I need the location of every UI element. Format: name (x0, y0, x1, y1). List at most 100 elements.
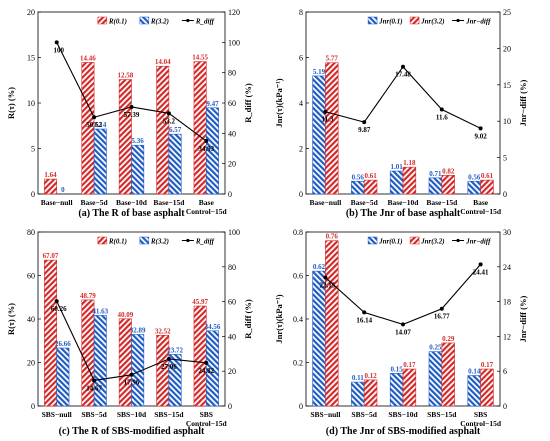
panel-caption: (b) The Jnr of base asphalt (346, 208, 461, 219)
legend-swatch (139, 236, 150, 245)
y-right-tick-label: 40 (228, 129, 236, 138)
line-point (401, 322, 405, 327)
panel-caption: (a) The R of base asphalt (78, 208, 185, 219)
line-value-label: 17.48 (395, 71, 411, 79)
y-left-axis-label: R(τ) (%) (6, 87, 16, 119)
bar-value-label: 48.79 (80, 292, 96, 300)
bar-value-label: 5.77 (326, 55, 339, 63)
legend-swatch (367, 236, 378, 245)
y-left-tick-label: 0 (31, 402, 35, 411)
bar-value-label: 0.17 (481, 361, 494, 369)
bar-value-label: 32.89 (130, 326, 146, 334)
bar-value-label: 14.04 (155, 58, 171, 66)
line-value-label: 53.2 (163, 117, 176, 125)
x-tick-label: Control−15d (186, 207, 228, 216)
line-point (166, 111, 171, 116)
y-left-tick-label: 6 (299, 54, 303, 63)
bar-value-label: 34.56 (205, 323, 221, 331)
legend-label: Jnr(3.2) (420, 18, 445, 26)
bar-value-label: 0.25 (429, 344, 442, 352)
chart-panel-c: 0 20 40 60 80 0 20 40 60 80 100 R(τ) (%) R_diff (%) S… (6, 228, 253, 437)
x-tick-label: Base−null (310, 198, 342, 207)
line-value-label: 57.39 (124, 111, 140, 119)
bar-R(0.1) (193, 305, 207, 407)
x-tick-label: Base−5d (351, 198, 379, 207)
y-left-tick-label: 80 (27, 228, 35, 237)
y-right-tick-label: 10 (503, 117, 511, 126)
line-point (362, 310, 367, 315)
y-left-tick-label: 0.2 (293, 359, 303, 368)
x-tick-label: Base−null (41, 198, 73, 207)
y-right-tick-label: 24 (503, 263, 511, 272)
y-right-tick-label: 40 (228, 332, 236, 341)
legend-line-marker (186, 18, 190, 23)
x-tick-label: Base−10d (388, 198, 420, 207)
chart-panel-d: 0 0.2 0.4 0.6 0.8 0 6 12 18 24 30 Jnr(τ)(kPa⁻¹) Jnr−… (274, 228, 528, 437)
bar-value-label: 0 (61, 186, 65, 194)
legend-swatch (367, 16, 378, 25)
line-value-label: 24.82 (198, 367, 214, 375)
bar-value-label: 67.07 (43, 252, 59, 260)
bar-value-label: 23.72 (167, 346, 183, 354)
y-right-tick-label: 25 (503, 8, 511, 17)
x-tick-label: SBS−10d (388, 410, 418, 419)
bar-Jnr(0.1) (312, 75, 326, 195)
legend-line-marker (456, 238, 460, 243)
y-right-axis-label: R_diff (%) (243, 299, 253, 339)
bar-R(0.1) (118, 79, 132, 195)
bar-value-label: 0.56 (352, 173, 365, 181)
legend-label: Jnr(0.1) (378, 18, 403, 26)
x-tick-label: Base−15d (153, 198, 185, 207)
bar-Jnr(0.1) (467, 375, 481, 407)
bar-value-label: 0.76 (326, 233, 339, 241)
line-point (129, 372, 134, 377)
panel-caption: (c) The R of SBS-modified asphalt (59, 426, 205, 437)
y-right-tick-label: 18 (503, 298, 511, 307)
line-value-label: 11.3 (321, 116, 333, 124)
line-point (204, 360, 209, 365)
x-tick-label: Base (473, 198, 489, 207)
legend-label: R(3.2) (150, 18, 169, 26)
legend-label: Jnr−diff (465, 18, 491, 26)
bar-value-label: 1.18 (403, 159, 416, 167)
y-left-axis-label: Jnr(τ)(kPa⁻¹) (274, 78, 284, 127)
x-tick-label: Control−15d (460, 207, 502, 216)
bar-R(0.1) (156, 65, 170, 195)
y-right-axis-label: Jnr−diff (%) (518, 296, 528, 343)
line-point (362, 120, 367, 125)
bar-R(3.2) (206, 330, 219, 407)
y-right-tick-label: 20 (503, 44, 511, 53)
y-right-axis-label: Jnr−diff (%) (518, 80, 528, 127)
line-point (54, 40, 59, 45)
y-left-axis-label: R(τ) (%) (6, 303, 16, 335)
y-right-tick-label: 100 (228, 38, 240, 47)
bar-Jnr(0.1) (428, 177, 443, 195)
y-left-tick-label: 0 (299, 190, 303, 199)
y-left-tick-label: 20 (27, 8, 35, 17)
x-tick-label: SBS (200, 410, 213, 419)
bar-value-label: 5.36 (132, 137, 145, 145)
y-right-tick-label: 80 (228, 69, 236, 78)
y-right-tick-label: 30 (503, 228, 511, 237)
line-value-label: 60.26 (51, 305, 67, 313)
legend-label: R(3.2) (150, 238, 169, 246)
bar-value-label: 0.17 (403, 361, 416, 369)
y-left-tick-label: 10 (27, 99, 35, 108)
bar-Jnr(3.2) (325, 240, 339, 407)
bar-value-label: 40.09 (117, 311, 133, 319)
line-value-label: 14.67 (86, 384, 102, 392)
line-value-label: 16.77 (434, 313, 450, 321)
y-left-tick-label: 2 (299, 145, 303, 154)
bar-value-label: 0.56 (468, 173, 481, 181)
line-point (478, 262, 483, 267)
line-point (323, 275, 328, 280)
legend-label: R(0.1) (108, 18, 127, 26)
x-tick-label: SBS−5d (351, 410, 377, 419)
x-tick-label: Control−15d (460, 419, 502, 428)
bar-Jnr(0.1) (351, 381, 365, 407)
x-tick-label: SBS−15d (427, 410, 457, 419)
bar-value-label: 14.46 (80, 54, 96, 62)
y-right-tick-label: 0 (503, 190, 507, 199)
bar-value-label: 1.01 (390, 163, 403, 171)
y-left-tick-label: 8 (299, 8, 303, 17)
